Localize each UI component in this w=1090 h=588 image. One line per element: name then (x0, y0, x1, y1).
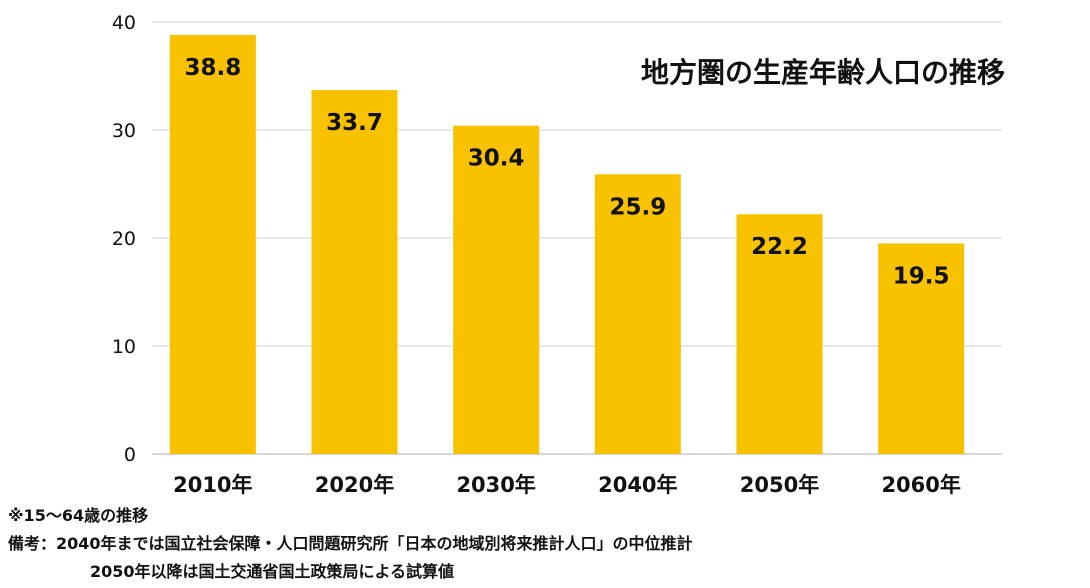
x-tick-label: 2020年 (315, 473, 394, 497)
remarks-line-1: 備考：2040年までは国立社会保障・人口問題研究所「日本の地域別将来推計人口」の… (8, 534, 693, 553)
bar-2050年 (736, 214, 823, 454)
data-label: 38.8 (184, 55, 241, 81)
data-label: 19.5 (893, 263, 950, 289)
x-tick-label: 2060年 (881, 473, 960, 497)
y-tick-label: 10 (112, 336, 136, 358)
y-tick-label: 0 (124, 444, 136, 466)
data-label: 30.4 (468, 146, 525, 172)
range-note: ※15～64歳の推移 (8, 506, 149, 525)
chart-notes: ※15～64歳の推移 備考：2040年までは国立社会保障・人口問題研究所「日本の… (8, 502, 1088, 586)
y-tick-label: 40 (112, 12, 136, 34)
x-tick-label: 2050年 (740, 473, 819, 497)
x-tick-label: 2040年 (598, 473, 677, 497)
x-tick-label: 2030年 (456, 473, 535, 497)
bar-2060年 (878, 243, 965, 454)
chart: 0 10 20 30 40 2010年 2020年 2030年 2040年 2050年 2060年… (112, 12, 1005, 497)
bar-chart-svg: 0 10 20 30 40 2010年 2020年 2030年 2040年 2050年 2060年… (112, 12, 1005, 497)
remarks-line-2: 2050年以降は国土交通省国土政策局による試算値 (90, 562, 455, 581)
y-tick-label: 20 (112, 228, 136, 250)
data-label: 22.2 (751, 234, 808, 260)
y-axis-ticks: 0 10 20 30 40 (112, 12, 136, 466)
chart-title: 地方圏の生産年齢人口の推移 (641, 56, 1005, 89)
bar-2040年 (594, 174, 681, 454)
bar-2010年 (169, 34, 256, 455)
data-labels: 38.8 33.7 30.4 25.9 22.2 19.5 (184, 55, 949, 289)
grid-lines (152, 21, 1002, 455)
x-axis-ticks: 2010年 2020年 2030年 2040年 2050年 2060年 (173, 473, 961, 497)
data-label: 33.7 (326, 110, 383, 136)
data-label: 25.9 (609, 194, 666, 220)
bars (169, 34, 965, 455)
y-tick-label: 30 (112, 120, 136, 142)
bar-2020年 (311, 90, 398, 454)
bar-2030年 (453, 125, 540, 455)
x-tick-label: 2010年 (173, 473, 252, 497)
